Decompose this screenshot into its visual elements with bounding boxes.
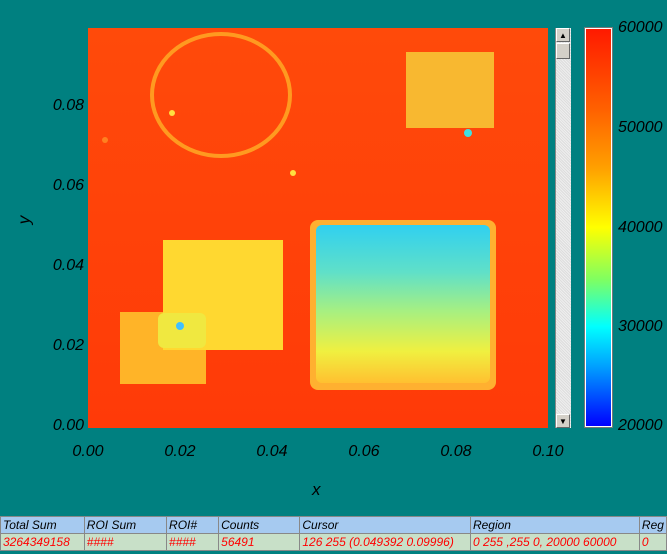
vertical-scrollbar[interactable]: ▲ ▼ [555, 28, 571, 428]
dot [464, 129, 472, 137]
x-tick: 0.04 [256, 443, 288, 460]
colorbar-tick: 20000 [618, 417, 663, 434]
x-tick: 0.00 [72, 443, 104, 460]
value-roi-sum: #### [83, 533, 168, 551]
x-tick: 0.10 [532, 443, 564, 460]
scroll-up-button[interactable]: ▲ [556, 28, 570, 42]
value-total-sum: 3264349158 [0, 533, 85, 551]
x-tick: 0.02 [164, 443, 196, 460]
scroll-thumb[interactable] [556, 43, 570, 59]
header-roi-num: ROI# [166, 516, 220, 534]
header-total-sum: Total Sum [0, 516, 85, 534]
header-counts: Counts [218, 516, 301, 534]
header-cursor: Cursor [299, 516, 471, 534]
y-tick: 0.06 [52, 177, 84, 194]
dot [102, 137, 108, 143]
value-counts: 56491 [218, 533, 301, 551]
ring-feature [150, 32, 292, 158]
y-tick: 0.02 [52, 337, 84, 354]
heatmap-image[interactable] [88, 28, 548, 428]
colorbar-tick: 40000 [618, 219, 663, 236]
value-cursor: 126 255 (0.049392 0.09996) [299, 533, 471, 551]
stats-table: Total Sum ROI Sum ROI# Counts Cursor Reg… [0, 516, 667, 551]
colorbar-tick: 30000 [618, 318, 663, 335]
dot [176, 322, 184, 330]
y-tick: 0.08 [52, 97, 84, 114]
colorbar [584, 27, 613, 428]
scroll-down-button[interactable]: ▼ [556, 414, 570, 428]
x-tick: 0.06 [348, 443, 380, 460]
header-region: Region [469, 516, 640, 534]
header-reg: Reg [638, 516, 667, 534]
value-reg: 0 [638, 533, 667, 551]
y-tick: 0.00 [52, 417, 84, 434]
dot [290, 170, 296, 176]
x-axis-label: x [312, 480, 321, 499]
big-rect [316, 225, 490, 383]
y-tick: 0.04 [52, 257, 84, 274]
x-tick: 0.08 [440, 443, 472, 460]
colorbar-tick: 50000 [618, 119, 663, 136]
dot [169, 110, 175, 116]
y-axis-label: y [14, 215, 34, 225]
square-top-right [406, 52, 494, 128]
colorbar-tick: 60000 [618, 19, 663, 36]
value-region: 0 255 ,255 0, 20000 60000 [469, 533, 640, 551]
small-square [158, 313, 206, 348]
value-roi-num: #### [166, 533, 220, 551]
header-roi-sum: ROI Sum [83, 516, 168, 534]
